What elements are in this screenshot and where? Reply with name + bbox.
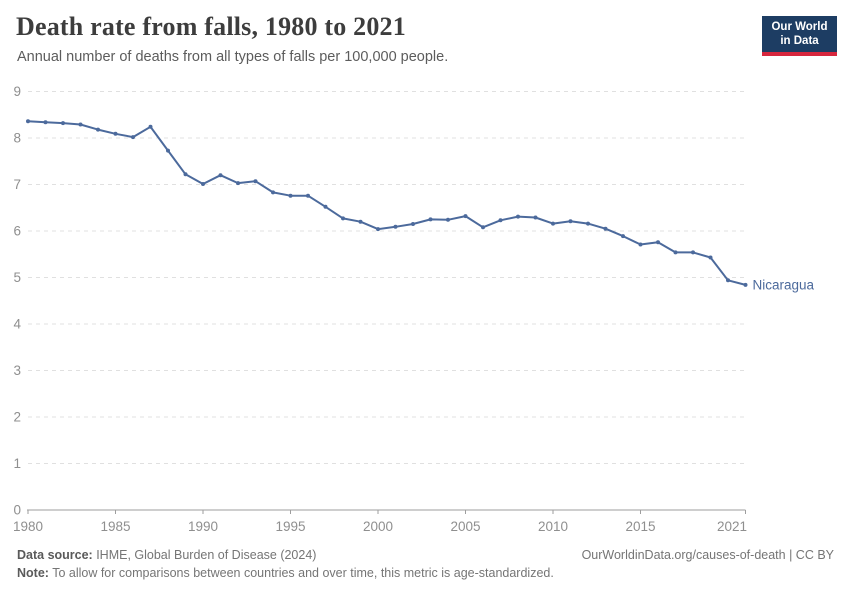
- x-tick-label: 1995: [275, 519, 305, 534]
- data-point: [743, 282, 748, 287]
- y-tick-label: 7: [13, 177, 21, 192]
- data-point: [568, 219, 573, 224]
- x-tick-label: 1990: [188, 519, 218, 534]
- data-point: [656, 240, 660, 245]
- y-tick-label: 8: [13, 131, 21, 146]
- data-point: [516, 214, 520, 219]
- data-point: [218, 173, 223, 178]
- data-point: [183, 172, 188, 177]
- data-point: [323, 204, 328, 209]
- data-point: [726, 278, 730, 283]
- footer-license-link[interactable]: OurWorldinData.org/causes-of-death | CC …: [581, 548, 834, 562]
- data-point: [26, 119, 30, 124]
- source-text: IHME, Global Burden of Disease (2024): [92, 548, 317, 562]
- data-point: [393, 224, 398, 229]
- data-point: [148, 124, 153, 129]
- y-tick-label: 3: [13, 363, 21, 378]
- x-tick-label: 1985: [100, 519, 130, 534]
- data-point: [341, 216, 345, 221]
- data-point: [131, 135, 135, 140]
- x-tick-label: 2021: [717, 519, 747, 534]
- data-point: [673, 250, 678, 255]
- data-point: [586, 221, 590, 226]
- data-point: [376, 227, 380, 232]
- data-point: [708, 255, 713, 260]
- data-point: [411, 222, 415, 226]
- data-point: [253, 179, 258, 184]
- x-tick-label: 2005: [450, 519, 480, 534]
- y-tick-label: 4: [13, 317, 21, 332]
- data-point: [446, 217, 450, 222]
- data-line-nicaragua: [27, 120, 747, 286]
- y-tick-label: 2: [13, 410, 21, 425]
- y-tick-label: 1: [13, 456, 21, 471]
- entity-label: Nicaragua: [753, 277, 815, 292]
- data-point: [638, 242, 643, 247]
- data-point: [96, 127, 100, 132]
- data-point: [498, 218, 503, 223]
- chart-header: Death rate from falls, 1980 to 2021 Annu…: [16, 12, 750, 65]
- x-tick-label: 2015: [625, 519, 655, 534]
- x-tick-label: 1980: [13, 519, 43, 534]
- data-point: [551, 221, 555, 226]
- chart-subtitle: Annual number of deaths from all types o…: [17, 49, 449, 65]
- y-tick-label: 6: [13, 224, 21, 239]
- data-point: [113, 131, 118, 136]
- owid-logo-line2: in Data: [780, 35, 819, 48]
- data-point: [166, 148, 170, 153]
- data-point: [201, 182, 205, 186]
- owid-logo-line1: Our World: [771, 21, 828, 33]
- data-point: [621, 234, 625, 239]
- data-point: [533, 215, 538, 220]
- y-tick-label: 5: [13, 270, 21, 285]
- data-point: [603, 226, 608, 231]
- x-tick-label: 2010: [538, 519, 568, 534]
- data-point: [61, 121, 65, 126]
- data-point: [358, 219, 363, 224]
- footer-source-line: Data source: IHME, Global Burden of Dise…: [17, 546, 834, 564]
- data-point: [306, 193, 310, 198]
- footer-note-line: Note: To allow for comparisons between c…: [17, 564, 834, 582]
- owid-logo[interactable]: Our World in Data: [762, 16, 837, 56]
- data-point: [481, 225, 485, 230]
- note-label: Note:: [17, 566, 49, 580]
- source-label: Data source:: [17, 548, 93, 562]
- data-point: [236, 181, 240, 186]
- data-point: [78, 122, 83, 127]
- y-tick-label: 0: [13, 503, 21, 518]
- data-point: [428, 217, 433, 222]
- x-tick-label: 2000: [363, 519, 393, 534]
- data-point: [463, 214, 468, 219]
- page-title: Death rate from falls, 1980 to 2021: [16, 12, 406, 41]
- data-point: [691, 250, 695, 255]
- y-tick-label: 9: [13, 84, 21, 99]
- note-text: To allow for comparisons between countri…: [48, 566, 554, 580]
- data-point: [271, 190, 275, 195]
- chart-footer: Data source: IHME, Global Burden of Dise…: [17, 546, 834, 582]
- data-point: [43, 120, 48, 125]
- data-point: [288, 193, 293, 198]
